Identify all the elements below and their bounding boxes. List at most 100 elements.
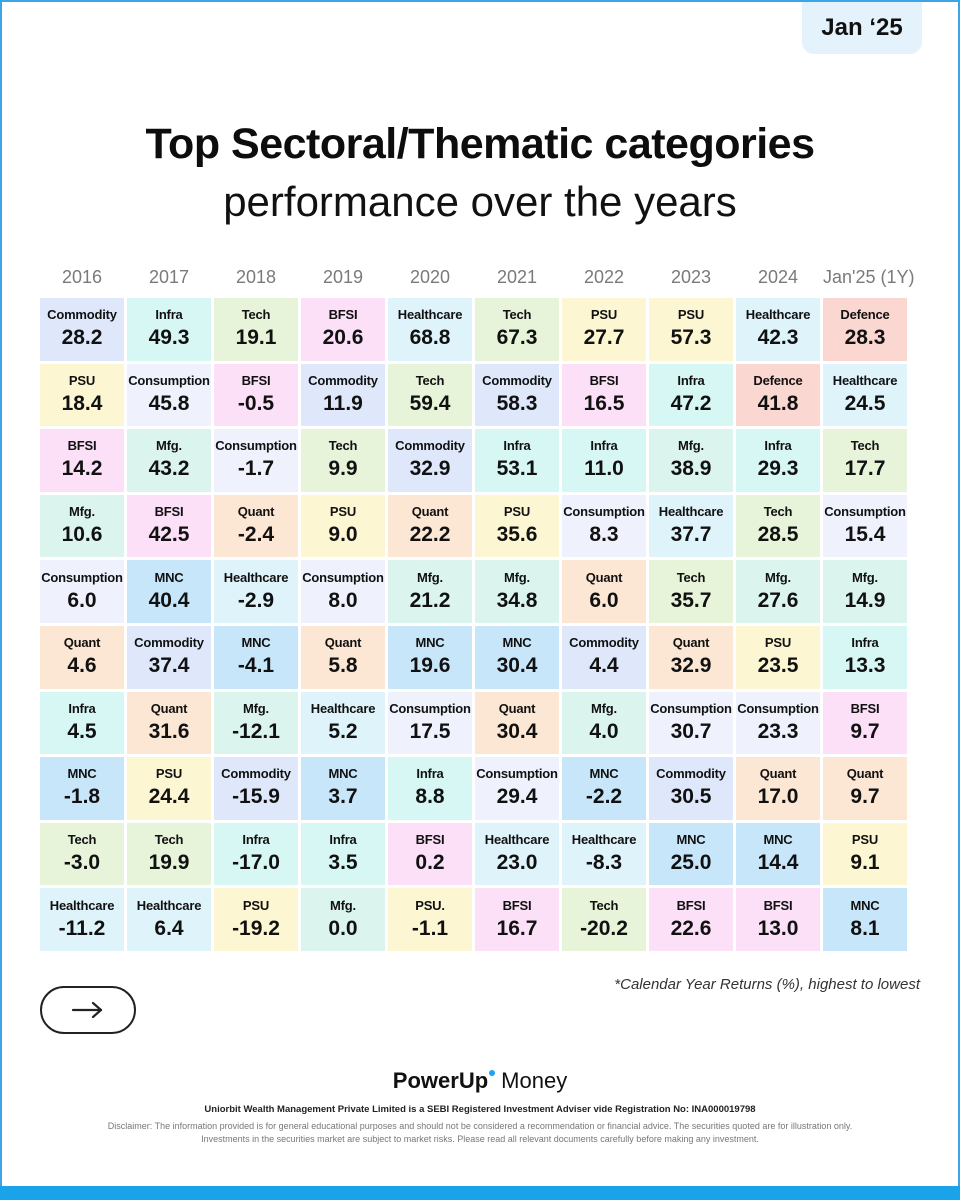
category-label: Quant bbox=[846, 766, 884, 782]
return-value: 8.8 bbox=[415, 785, 445, 809]
table-cell: Healthcare 42.3 bbox=[736, 298, 820, 361]
return-value: 5.8 bbox=[328, 654, 358, 678]
category-label: Consumption bbox=[824, 504, 906, 520]
category-label: Mfg. bbox=[852, 569, 878, 585]
return-value: 29.4 bbox=[496, 785, 538, 809]
category-label: BFSI bbox=[328, 307, 358, 323]
table-cell: Healthcare -8.3 bbox=[562, 822, 646, 886]
year-column: Defence 28.3 Healthcare 24.5 Tech 17.7 Consump… bbox=[823, 298, 907, 951]
registration-text: Uniorbit Wealth Management Private Limit… bbox=[204, 1104, 756, 1115]
table-cell: MNC -1.8 bbox=[40, 757, 124, 820]
return-value: 19.9 bbox=[148, 851, 190, 875]
table-cell: Mfg. 14.9 bbox=[823, 560, 907, 623]
table-cell: Consumption 45.8 bbox=[127, 363, 211, 427]
category-label: Tech bbox=[328, 438, 358, 454]
category-label: Defence bbox=[840, 307, 890, 323]
table-cell: Tech 17.7 bbox=[823, 429, 907, 492]
category-label: BFSI bbox=[676, 897, 706, 913]
table-cell: Consumption 17.5 bbox=[388, 691, 472, 755]
category-label: Consumption bbox=[476, 766, 558, 782]
return-value: 4.4 bbox=[589, 654, 619, 678]
table-cell: BFSI 0.2 bbox=[388, 822, 472, 886]
year-column: Commodity 28.2 PSU 18.4 BFSI 14.2 Mfg. 10.6 Cons… bbox=[40, 298, 124, 951]
table-cell: PSU 57.3 bbox=[649, 298, 733, 361]
category-label: Healthcare bbox=[484, 832, 550, 848]
table-cell: BFSI 9.7 bbox=[823, 691, 907, 755]
return-value: 8.0 bbox=[328, 588, 358, 612]
category-label: BFSI bbox=[589, 372, 619, 388]
next-button[interactable] bbox=[40, 986, 136, 1034]
category-label: Healthcare bbox=[571, 832, 637, 848]
table-cell: PSU 18.4 bbox=[40, 363, 124, 427]
table-cell: MNC -4.1 bbox=[214, 625, 298, 689]
table-cell: Healthcare -2.9 bbox=[214, 560, 298, 623]
category-label: Tech bbox=[241, 307, 271, 323]
category-label: Mfg. bbox=[591, 700, 617, 716]
return-value: 17.7 bbox=[844, 457, 886, 481]
table-cell: Quant 17.0 bbox=[736, 757, 820, 820]
return-value: 16.7 bbox=[496, 916, 538, 940]
category-label: Healthcare bbox=[832, 372, 898, 388]
table-cell: Mfg. 38.9 bbox=[649, 429, 733, 492]
return-value: 22.6 bbox=[670, 916, 712, 940]
return-value: 30.4 bbox=[496, 654, 538, 678]
brand-logo: PowerUp Money bbox=[0, 1068, 960, 1094]
return-value: 24.5 bbox=[844, 391, 886, 415]
table-cell: Consumption 30.7 bbox=[649, 691, 733, 755]
return-value: -12.1 bbox=[232, 719, 280, 743]
table-cell: PSU 23.5 bbox=[736, 625, 820, 689]
table-cell: Consumption 8.3 bbox=[562, 494, 646, 558]
category-label: Consumption bbox=[737, 700, 819, 716]
category-label: MNC bbox=[241, 635, 271, 651]
category-label: Tech bbox=[154, 832, 184, 848]
year-header-row: 2016 2017 2018 2019 2020 2021 2022 2023 2024 Jan'… bbox=[40, 264, 915, 290]
table-cell: PSU 9.0 bbox=[301, 494, 385, 558]
category-label: Mfg. bbox=[243, 700, 269, 716]
year-label: 2023 bbox=[670, 267, 712, 287]
category-label: Tech bbox=[589, 897, 619, 913]
table-cell: Mfg. 4.0 bbox=[562, 691, 646, 755]
table-cell: Tech -3.0 bbox=[40, 822, 124, 886]
table-cell: Tech 59.4 bbox=[388, 363, 472, 427]
table-cell: Tech 28.5 bbox=[736, 494, 820, 558]
return-value: 37.7 bbox=[670, 523, 712, 547]
year-label: 2022 bbox=[583, 267, 625, 287]
year-column: BFSI 20.6 Commodity 11.9 Tech 9.9 PSU 9.0 Consum… bbox=[301, 298, 385, 951]
table-cell: Mfg. 43.2 bbox=[127, 429, 211, 492]
year-label: Jan'25 (1Y) bbox=[823, 267, 915, 287]
category-label: Infra bbox=[68, 700, 96, 716]
return-value: -19.2 bbox=[232, 916, 280, 940]
table-cell: Consumption -1.7 bbox=[214, 429, 298, 492]
category-label: Commodity bbox=[47, 307, 117, 323]
table-cell: Healthcare 23.0 bbox=[475, 822, 559, 886]
return-value: 23.5 bbox=[757, 654, 799, 678]
category-label: BFSI bbox=[415, 832, 445, 848]
year-column: Tech 19.1 BFSI -0.5 Consumption -1.7 Quant -2.4… bbox=[214, 298, 298, 951]
arrow-right-icon bbox=[71, 1001, 103, 1019]
return-value: -4.1 bbox=[237, 654, 275, 678]
table-cell: Consumption 15.4 bbox=[823, 494, 907, 558]
return-value: 28.5 bbox=[757, 523, 799, 547]
category-label: Commodity bbox=[569, 635, 639, 651]
table-cell: Mfg. 10.6 bbox=[40, 494, 124, 558]
table-cell: Consumption 29.4 bbox=[475, 757, 559, 820]
category-label: MNC bbox=[850, 897, 880, 913]
table-cell: Quant 22.2 bbox=[388, 494, 472, 558]
year-column: PSU 27.7 BFSI 16.5 Infra 11.0 Consumption 8.3 Qu… bbox=[562, 298, 646, 951]
category-label: PSU bbox=[590, 307, 618, 323]
table-cell: Mfg. -12.1 bbox=[214, 691, 298, 755]
return-value: 11.9 bbox=[323, 391, 363, 415]
category-label: Mfg. bbox=[765, 569, 791, 585]
return-value: 6.0 bbox=[589, 588, 619, 612]
footnote: *Calendar Year Returns (%), highest to l… bbox=[614, 976, 920, 993]
category-label: Quant bbox=[324, 635, 362, 651]
category-label: Infra bbox=[677, 372, 705, 388]
category-label: Commodity bbox=[482, 372, 552, 388]
table-cell: Infra 4.5 bbox=[40, 691, 124, 755]
table-cell: Mfg. 21.2 bbox=[388, 560, 472, 623]
category-label: Quant bbox=[759, 766, 797, 782]
category-label: Infra bbox=[503, 438, 531, 454]
table-cell: Defence 28.3 bbox=[823, 298, 907, 361]
table-cell: Consumption 6.0 bbox=[40, 560, 124, 623]
